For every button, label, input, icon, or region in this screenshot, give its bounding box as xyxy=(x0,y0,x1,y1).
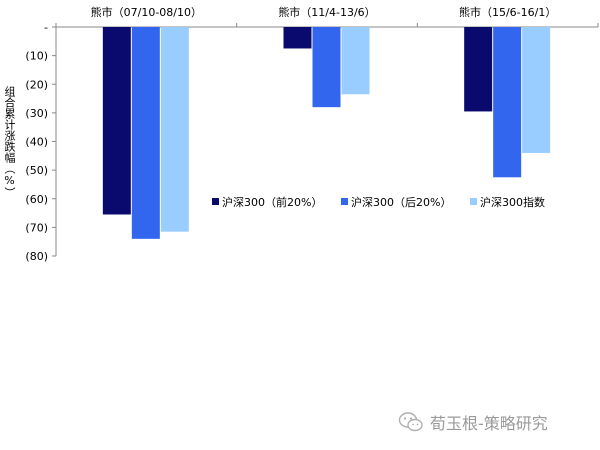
y-tick-label: (60) xyxy=(25,193,48,206)
y-axis-label: 组合累计涨跌幅（%） xyxy=(3,86,16,198)
y-tick-label: (40) xyxy=(25,136,48,149)
legend-swatch xyxy=(470,198,477,205)
y-tick-label: (30) xyxy=(25,107,48,120)
category-label: 熊市（11/4-13/6） xyxy=(278,5,375,19)
bar xyxy=(341,27,370,95)
bar xyxy=(283,27,312,49)
category-label: 熊市（07/10-08/10） xyxy=(91,5,202,19)
bar xyxy=(522,27,551,153)
legend-label: 沪深300（后20%） xyxy=(351,195,451,209)
legend-label: 沪深300指数 xyxy=(480,195,545,209)
bar xyxy=(131,27,160,239)
legend-swatch xyxy=(341,198,348,205)
wechat-icon xyxy=(398,412,423,432)
category-label: 熊市（15/6-16/1） xyxy=(459,5,556,19)
watermark-text: 荀玉根-策略研究 xyxy=(430,414,548,433)
legend-swatch xyxy=(212,198,219,205)
bar xyxy=(102,27,131,215)
bar xyxy=(464,27,493,112)
y-tick-label: (10) xyxy=(25,50,48,63)
bar xyxy=(493,27,522,178)
legend-label: 沪深300（前20%） xyxy=(222,195,322,209)
y-tick-label: - xyxy=(44,21,48,34)
y-tick-label: (80) xyxy=(25,250,48,263)
y-tick-label: (50) xyxy=(25,164,48,177)
y-tick-label: (20) xyxy=(25,78,48,91)
watermark: 荀玉根-策略研究 xyxy=(398,410,548,434)
bar xyxy=(312,27,341,108)
y-tick-label: (70) xyxy=(25,221,48,234)
bar xyxy=(160,27,189,232)
